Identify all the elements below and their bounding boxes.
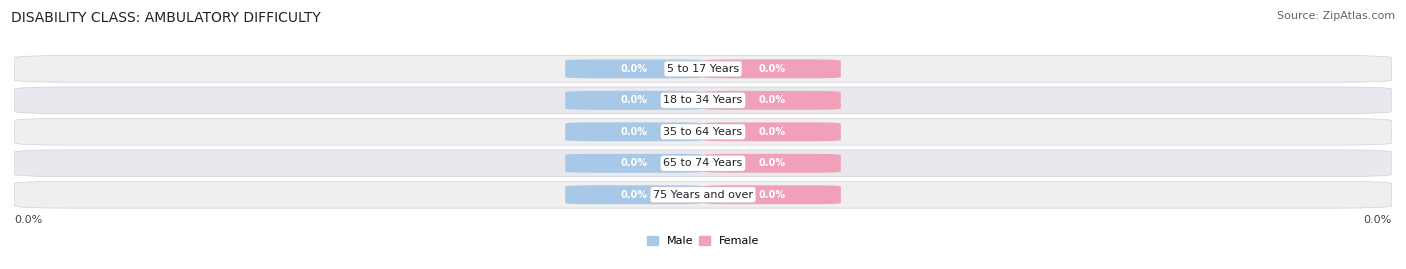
Text: 0.0%: 0.0% <box>620 95 648 105</box>
FancyBboxPatch shape <box>565 91 703 110</box>
Text: 0.0%: 0.0% <box>14 215 42 225</box>
FancyBboxPatch shape <box>703 122 841 141</box>
FancyBboxPatch shape <box>565 122 703 141</box>
Legend: Male, Female: Male, Female <box>647 236 759 246</box>
Text: 0.0%: 0.0% <box>620 64 648 74</box>
Text: 0.0%: 0.0% <box>620 127 648 137</box>
FancyBboxPatch shape <box>14 118 1392 145</box>
FancyBboxPatch shape <box>565 59 703 78</box>
Text: DISABILITY CLASS: AMBULATORY DIFFICULTY: DISABILITY CLASS: AMBULATORY DIFFICULTY <box>11 11 321 25</box>
Text: 5 to 17 Years: 5 to 17 Years <box>666 64 740 74</box>
FancyBboxPatch shape <box>703 91 841 110</box>
Text: 75 Years and over: 75 Years and over <box>652 190 754 200</box>
Text: Source: ZipAtlas.com: Source: ZipAtlas.com <box>1277 11 1395 21</box>
FancyBboxPatch shape <box>14 87 1392 114</box>
FancyBboxPatch shape <box>14 181 1392 208</box>
Text: 0.0%: 0.0% <box>758 95 786 105</box>
FancyBboxPatch shape <box>703 185 841 204</box>
Text: 0.0%: 0.0% <box>758 64 786 74</box>
Text: 18 to 34 Years: 18 to 34 Years <box>664 95 742 105</box>
Text: 0.0%: 0.0% <box>1364 215 1392 225</box>
Text: 65 to 74 Years: 65 to 74 Years <box>664 158 742 168</box>
Text: 0.0%: 0.0% <box>758 190 786 200</box>
FancyBboxPatch shape <box>14 55 1392 82</box>
FancyBboxPatch shape <box>703 154 841 173</box>
FancyBboxPatch shape <box>703 59 841 78</box>
FancyBboxPatch shape <box>14 150 1392 177</box>
Text: 0.0%: 0.0% <box>620 158 648 168</box>
Text: 0.0%: 0.0% <box>620 190 648 200</box>
Text: 35 to 64 Years: 35 to 64 Years <box>664 127 742 137</box>
FancyBboxPatch shape <box>565 185 703 204</box>
Text: 0.0%: 0.0% <box>758 127 786 137</box>
Text: 0.0%: 0.0% <box>758 158 786 168</box>
FancyBboxPatch shape <box>565 154 703 173</box>
